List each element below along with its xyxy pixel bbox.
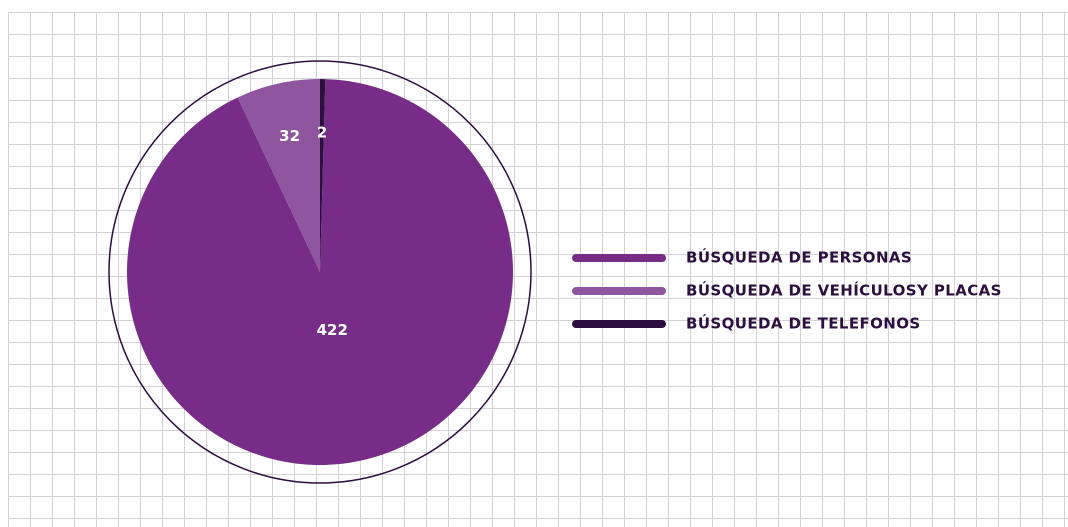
legend-label: BÚSQUEDA DE VEHÍCULOSY PLACAS [686, 281, 1002, 300]
pie-slice [237, 79, 320, 272]
pie-slice [320, 79, 326, 272]
value-label: 2 [317, 124, 327, 142]
outer-ring [108, 60, 532, 484]
pie-slice [127, 79, 513, 466]
legend-label: BÚSQUEDA DE PERSONAS [686, 248, 912, 267]
value-label: 32 [279, 127, 300, 145]
value-label: 422 [317, 321, 348, 339]
legend-label: BÚSQUEDA DE TELEFONOS [686, 314, 921, 333]
